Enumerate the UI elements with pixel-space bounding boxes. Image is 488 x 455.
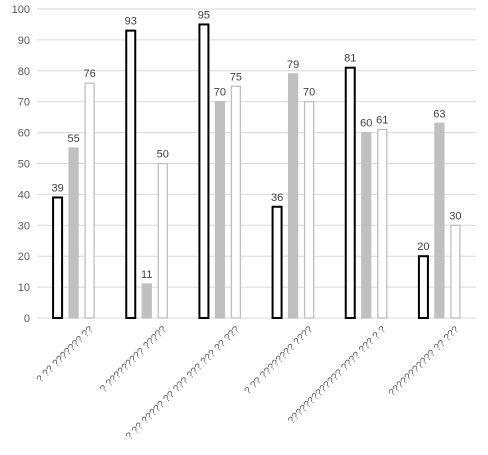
bar-series-1-cat-2 bbox=[125, 29, 137, 319]
x-axis-category-labels: ? ?? ??????? ??? ????????? ?????? ?? ???… bbox=[35, 324, 462, 442]
data-label: 70 bbox=[303, 87, 315, 99]
y-tick-label: 50 bbox=[18, 159, 30, 171]
data-label: 81 bbox=[344, 53, 356, 65]
y-tick-label: 90 bbox=[18, 35, 30, 47]
y-axis-tick-labels: 0 10 20 30 40 50 60 70 80 90 100 bbox=[12, 4, 30, 325]
bar-series-3-cat-3 bbox=[230, 85, 242, 319]
data-label: 61 bbox=[376, 115, 388, 127]
bar-series-1-cat-6 bbox=[417, 255, 429, 320]
data-labels: 39 55 76 93 11 50 95 70 75 36 79 70 81 60 61 20 63 30 bbox=[51, 9, 461, 281]
data-label: 30 bbox=[449, 210, 461, 222]
bar-series-2-cat-3 bbox=[214, 101, 226, 319]
y-tick-label: 60 bbox=[18, 128, 30, 140]
bar-series-2-cat-4 bbox=[287, 73, 299, 319]
y-tick-label: 10 bbox=[18, 282, 30, 294]
bar-series-3-cat-2 bbox=[157, 162, 168, 319]
bar-series-2-cat-5 bbox=[361, 131, 372, 319]
y-tick-label: 40 bbox=[18, 189, 30, 201]
bars bbox=[52, 23, 461, 320]
data-label: 50 bbox=[157, 149, 169, 161]
y-tick-label: 0 bbox=[24, 313, 30, 325]
y-tick-label: 100 bbox=[12, 4, 30, 16]
bar-series-3-cat-1 bbox=[84, 82, 95, 319]
data-label: 11 bbox=[141, 269, 152, 281]
gridlines bbox=[37, 8, 476, 319]
x-category-label: ??????????? ?? ??? bbox=[387, 324, 462, 399]
data-label: 79 bbox=[287, 59, 299, 71]
data-label: 75 bbox=[230, 71, 242, 83]
bar-series-3-cat-5 bbox=[377, 128, 388, 319]
data-label: 93 bbox=[125, 16, 137, 28]
x-category-label: ? ?? ??????? ?? bbox=[35, 324, 96, 385]
y-tick-label: 70 bbox=[18, 97, 30, 109]
bar-series-1-cat-3 bbox=[198, 23, 210, 319]
bar-series-2-cat-6 bbox=[434, 122, 445, 319]
x-category-label: ? ?? ???????? ???? bbox=[243, 324, 316, 397]
data-label: 39 bbox=[51, 182, 63, 194]
bar-series-1-cat-1 bbox=[52, 196, 64, 320]
bar-series-3-cat-4 bbox=[303, 101, 315, 319]
y-tick-label: 30 bbox=[18, 220, 30, 232]
bar-series-1-cat-4 bbox=[271, 205, 283, 319]
data-label: 36 bbox=[271, 192, 283, 204]
bar-series-3-cat-6 bbox=[450, 224, 461, 319]
data-label: 60 bbox=[360, 118, 372, 130]
data-label: 95 bbox=[198, 9, 210, 21]
data-label: 55 bbox=[67, 133, 79, 145]
bar-series-1-cat-5 bbox=[344, 66, 356, 319]
data-label: 70 bbox=[214, 87, 226, 99]
bar-series-2-cat-1 bbox=[68, 147, 79, 319]
y-tick-label: 80 bbox=[18, 66, 30, 78]
x-category-label: ? ?? ????? ?? ??? ??? ??? ?? ??? bbox=[124, 324, 242, 442]
y-tick-label: 20 bbox=[18, 251, 30, 263]
data-label: 76 bbox=[83, 68, 95, 80]
data-label: 63 bbox=[433, 108, 445, 120]
x-category-label: ? ????????? ????? bbox=[98, 324, 169, 395]
bar-series-2-cat-2 bbox=[141, 283, 152, 319]
data-label: 20 bbox=[417, 241, 429, 253]
